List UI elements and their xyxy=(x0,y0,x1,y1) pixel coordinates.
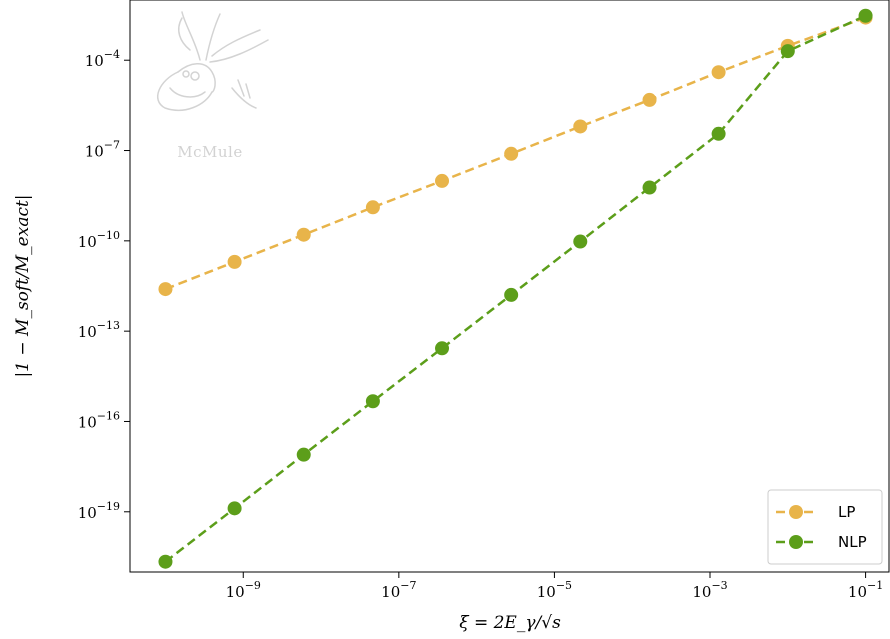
y-tick-label: 10−16 xyxy=(78,409,120,431)
data-point-nlp xyxy=(435,341,450,356)
series-lp xyxy=(158,10,873,297)
y-tick-label: 10−19 xyxy=(78,500,120,522)
data-point-lp xyxy=(296,227,311,242)
data-point-nlp xyxy=(365,394,380,409)
y-tick-label: 10−10 xyxy=(78,229,120,251)
data-point-lp xyxy=(711,65,726,80)
x-axis-label-text: ξ = 2E_γ/√s xyxy=(459,613,561,633)
data-point-nlp xyxy=(504,287,519,302)
legend-box xyxy=(767,489,883,565)
legend-item-nlp: NLP xyxy=(776,533,867,551)
y-tick-label: 10−7 xyxy=(85,139,120,161)
x-tick-label: 10−3 xyxy=(692,579,727,601)
x-tick-label: 10−5 xyxy=(537,579,572,601)
y-ticks: 10−4 10−7 10−10 10−13 10−16 10−19 xyxy=(78,48,130,522)
legend-marker-lp xyxy=(789,505,803,519)
series-layer xyxy=(158,8,873,569)
x-tick-label: 10−1 xyxy=(848,579,883,601)
data-point-lp xyxy=(504,146,519,161)
data-point-nlp xyxy=(227,501,242,516)
data-point-lp xyxy=(642,92,657,107)
legend-label-lp: LP xyxy=(838,503,855,521)
data-point-lp xyxy=(227,254,242,269)
y-tick-label: 10−13 xyxy=(78,319,120,341)
legend-label-nlp: NLP xyxy=(838,533,867,551)
plot-area xyxy=(129,0,890,573)
x-tick-label: 10−9 xyxy=(226,579,261,601)
data-point-lp xyxy=(435,173,450,188)
data-point-lp xyxy=(365,200,380,215)
data-point-nlp xyxy=(296,447,311,462)
legend-item-lp: LP xyxy=(776,503,855,521)
legend-marker-nlp xyxy=(789,535,803,549)
y-tick-label: 10−4 xyxy=(85,48,120,70)
data-point-nlp xyxy=(642,180,657,195)
series-line-nlp xyxy=(164,14,867,563)
data-point-nlp xyxy=(780,44,795,59)
data-point-nlp xyxy=(573,234,588,249)
x-tick-label: 10−7 xyxy=(381,579,416,601)
series-nlp xyxy=(158,8,873,569)
data-point-lp xyxy=(158,282,173,297)
y-axis-label: |1 − M_soft/M_exact| xyxy=(13,194,33,377)
data-point-nlp xyxy=(711,126,726,141)
data-point-nlp xyxy=(858,8,873,23)
legend: LP NLP xyxy=(767,489,883,565)
mcmule-logo xyxy=(157,11,269,112)
x-axis-label: ξ = 2E_γ/√s xyxy=(459,613,561,633)
y-axis-label-text: |1 − M_soft/M_exact| xyxy=(13,194,33,377)
mcmule-logo-text: McMule xyxy=(177,143,242,161)
x-ticks: 10−9 10−7 10−5 10−3 10−1 xyxy=(226,572,883,601)
data-point-lp xyxy=(573,119,588,134)
data-point-nlp xyxy=(158,554,173,569)
